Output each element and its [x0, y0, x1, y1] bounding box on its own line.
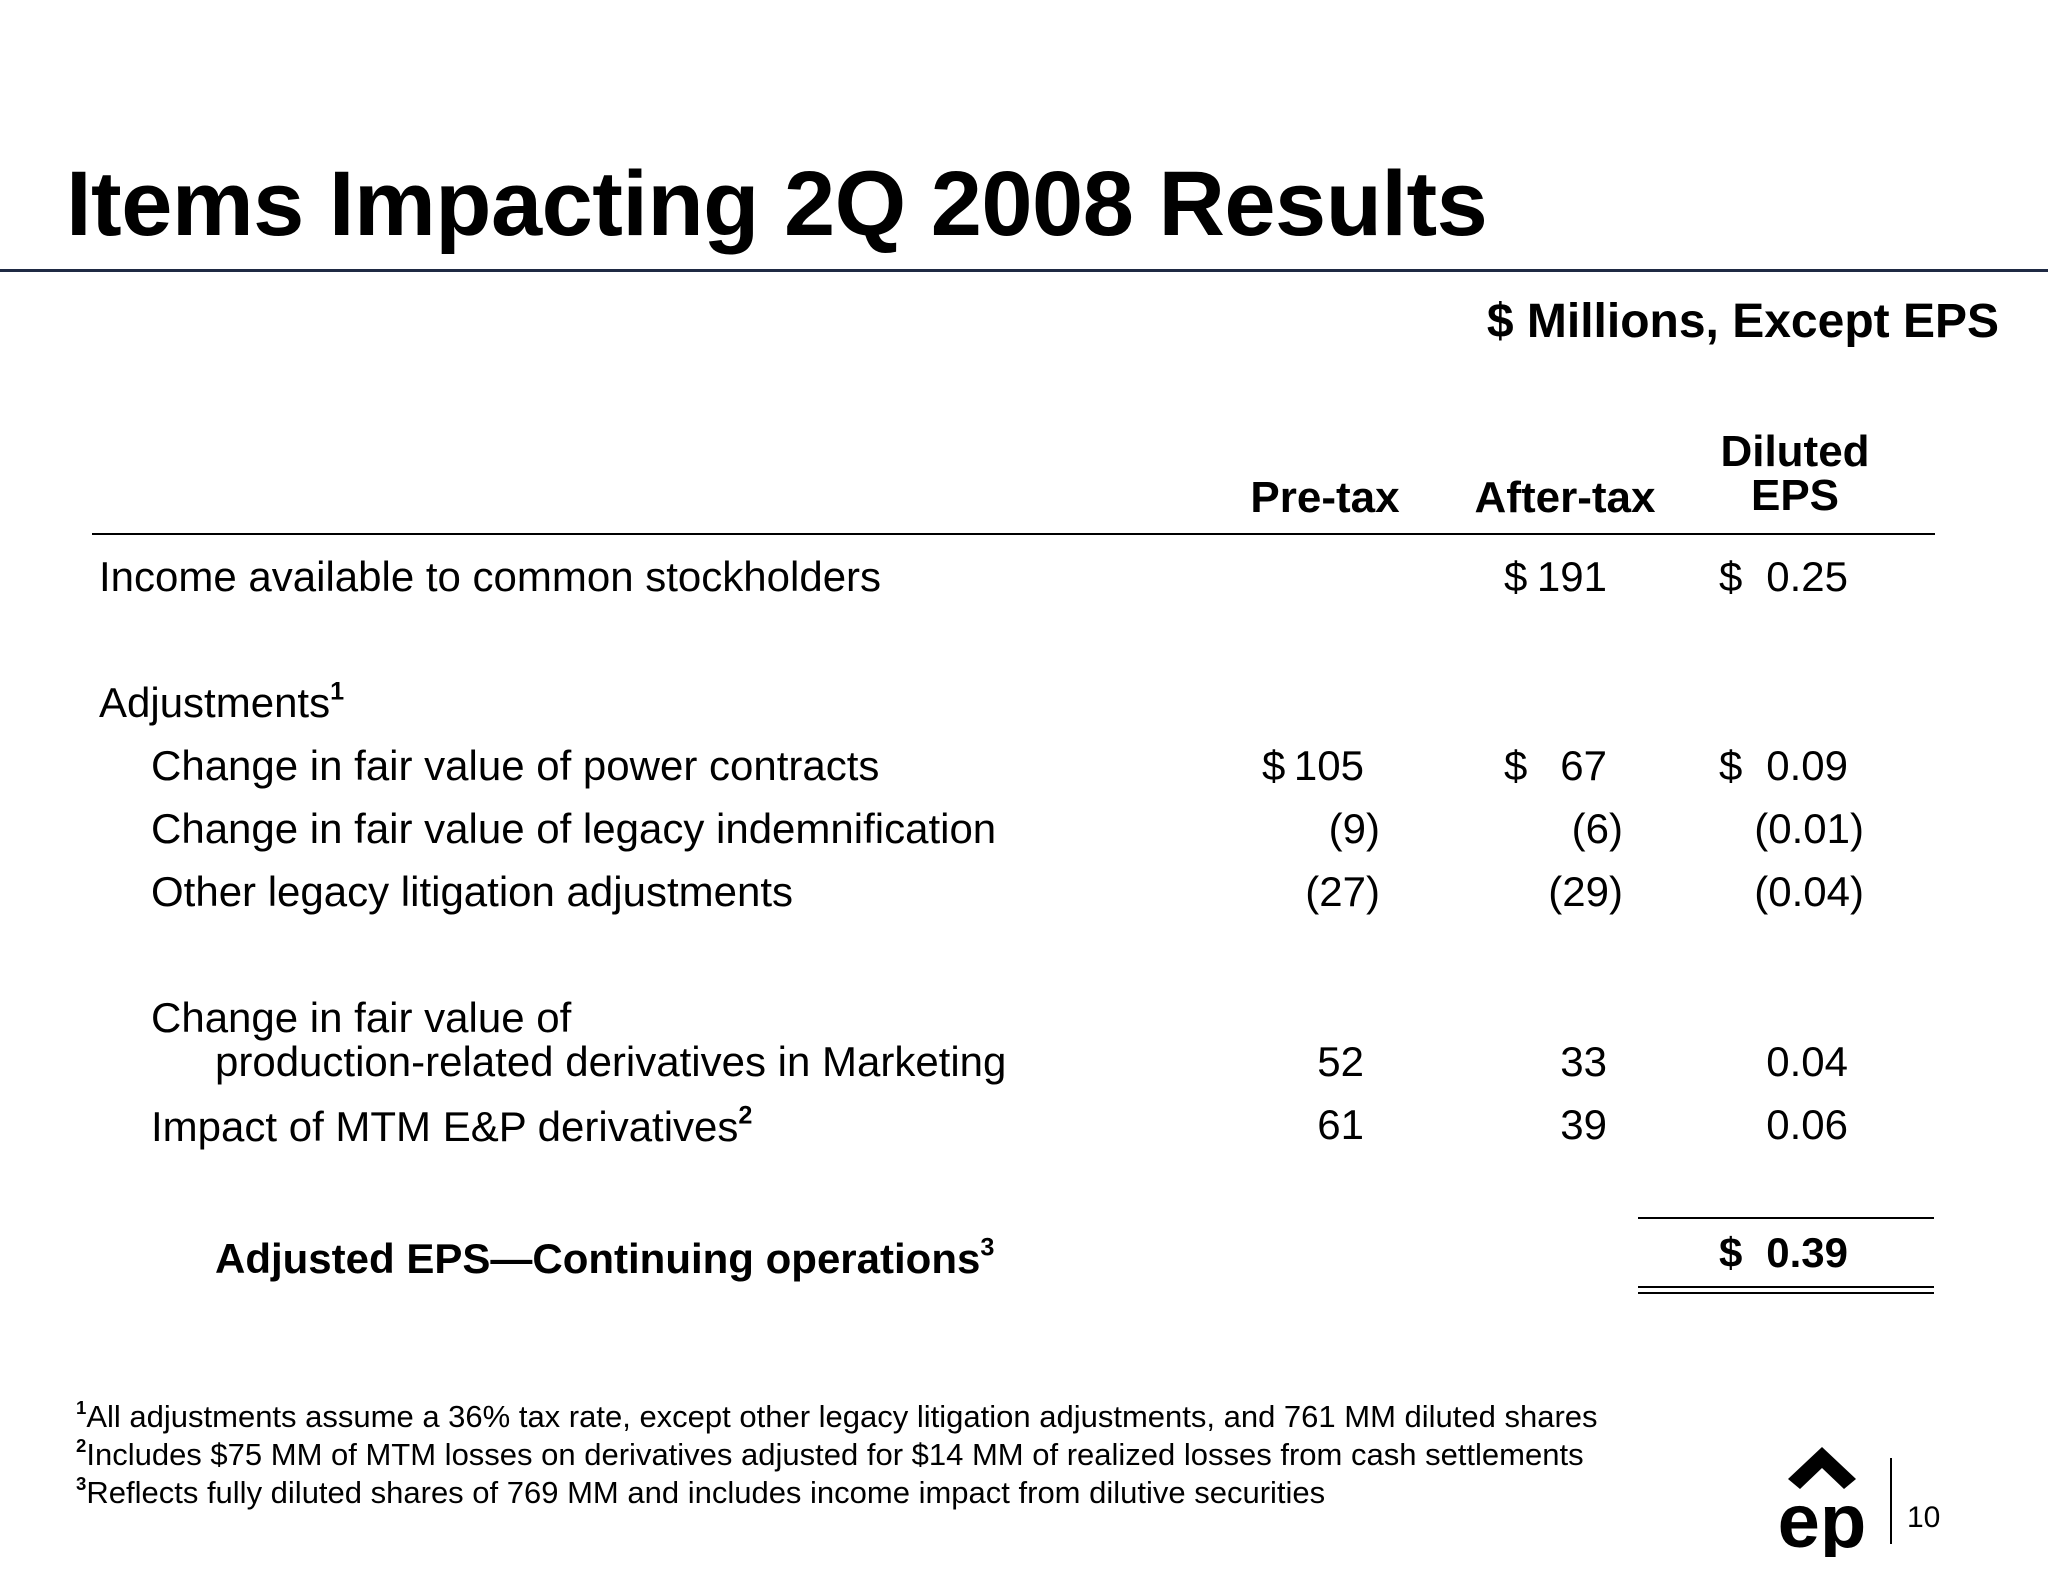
mtm-pretax-value: 61	[1317, 1101, 1364, 1148]
column-header-eps-line1: Diluted	[1720, 427, 1870, 476]
production-eps-value: 0.04	[1766, 1038, 1848, 1085]
power-pretax-value: 105	[1293, 742, 1364, 789]
title-divider	[0, 269, 2048, 272]
production-aftertax-value: 33	[1560, 1038, 1607, 1085]
footnote-1-text: All adjustments assume a 36% tax rate, e…	[86, 1399, 1598, 1434]
footnote-2: 2Includes $75 MM of MTM losses on deriva…	[76, 1436, 1584, 1472]
legacy-lit-pretax-value: (27)	[1305, 868, 1380, 915]
production-pretax-value: 52	[1317, 1038, 1364, 1085]
income-aftertax-currency: $	[1504, 553, 1528, 600]
power-aftertax-value: 67	[1560, 742, 1607, 789]
power-eps-value: 0.09	[1766, 742, 1848, 789]
header-divider	[92, 533, 1935, 535]
total-rule-top	[1638, 1217, 1934, 1219]
ep-logo-icon: ep	[1778, 1447, 1867, 1557]
footnote-3-number: 3	[76, 1472, 87, 1494]
legacy-indem-eps-value: (0.01)	[1754, 805, 1864, 852]
adjustments-heading: Adjustments1	[99, 679, 344, 726]
footnote-3-text: Reflects fully diluted shares of 769 MM …	[86, 1475, 1326, 1510]
column-header-pretax: Pre-tax	[1250, 473, 1400, 522]
footnote-ref-1: 1	[330, 677, 345, 706]
row-label-adjusted-eps: Adjusted EPS—Continuing operations	[215, 1235, 981, 1282]
row-label-production-line2: production-related derivatives in Market…	[215, 1038, 1007, 1085]
legacy-indem-aftertax-value: (6)	[1571, 805, 1623, 852]
row-label-power-contracts: Change in fair value of power contracts	[151, 742, 880, 789]
adjusted-eps-row: Adjusted EPS—Continuing operations3	[215, 1235, 994, 1282]
row-label-legacy-indemnification: Change in fair value of legacy indemnifi…	[151, 805, 997, 852]
footnote-3: 3Reflects fully diluted shares of 769 MM…	[76, 1474, 1326, 1510]
income-aftertax-value: 191	[1536, 553, 1607, 600]
logo-text: ep	[1778, 1479, 1867, 1557]
footnote-ref-2: 2	[738, 1101, 753, 1130]
units-caption: $ Millions, Except EPS	[1486, 295, 1999, 348]
page-title: Items Impacting 2Q 2008 Results	[66, 153, 1488, 255]
total-double-rule-2	[1638, 1292, 1934, 1294]
column-header-eps-line2: EPS	[1750, 471, 1840, 520]
footnote-2-text: Includes $75 MM of MTM losses on derivat…	[86, 1437, 1584, 1472]
adjusted-eps-value: 0.39	[1766, 1229, 1848, 1276]
power-pretax-currency: $	[1262, 742, 1286, 789]
legacy-indem-pretax-value: (9)	[1328, 805, 1380, 852]
mtm-eps-value: 0.06	[1766, 1101, 1848, 1148]
income-eps-value: 0.25	[1766, 553, 1848, 600]
income-eps-currency: $	[1719, 553, 1743, 600]
footnote-ref-3: 3	[980, 1233, 995, 1262]
power-eps-currency: $	[1719, 742, 1743, 789]
power-aftertax-currency: $	[1504, 742, 1528, 789]
column-header-aftertax: After-tax	[1474, 473, 1656, 522]
column-header-diluted-eps: Diluted EPS	[1700, 430, 1890, 518]
logo-divider	[1890, 1458, 1892, 1544]
row-label-income: Income available to common stockholders	[99, 553, 882, 600]
adjustments-label: Adjustments	[99, 679, 331, 726]
mtm-aftertax-value: 39	[1560, 1101, 1607, 1148]
row-label-mtm: Impact of MTM E&P derivatives	[151, 1103, 739, 1150]
row-label-production-line1: Change in fair value of	[151, 994, 572, 1041]
row-label-legacy-litigation: Other legacy litigation adjustments	[151, 868, 793, 915]
footnote-2-number: 2	[76, 1434, 87, 1456]
adjusted-eps-currency: $	[1719, 1229, 1743, 1276]
footnote-1-number: 1	[76, 1396, 87, 1418]
footnote-1: 1All adjustments assume a 36% tax rate, …	[76, 1398, 1598, 1434]
legacy-lit-eps-value: (0.04)	[1754, 868, 1864, 915]
legacy-lit-aftertax-value: (29)	[1548, 868, 1623, 915]
total-double-rule-1	[1638, 1286, 1934, 1288]
page-number: 10	[1907, 1501, 1941, 1534]
mtm-row: Impact of MTM E&P derivatives2	[151, 1103, 752, 1150]
